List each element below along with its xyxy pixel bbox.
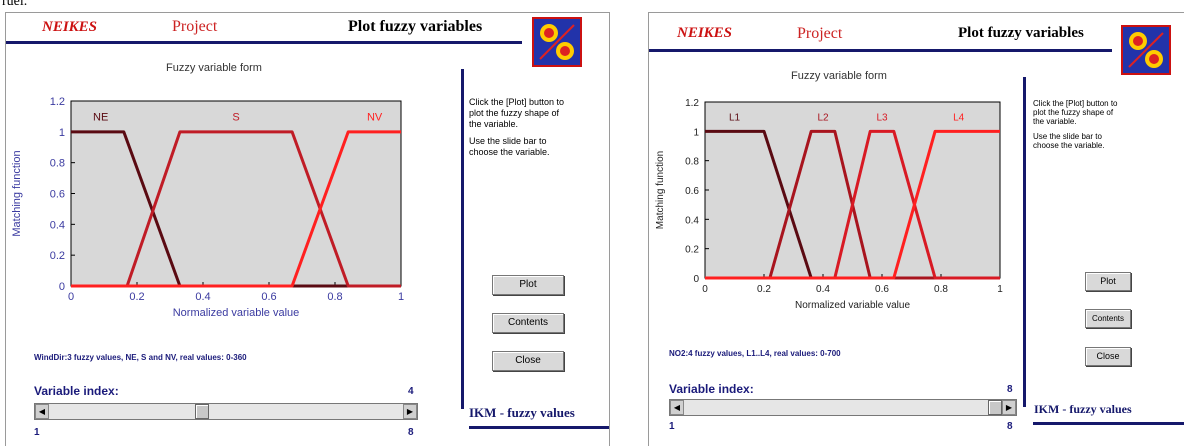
y-axis-label: Matching function <box>11 150 23 236</box>
series-label-nv: NV <box>367 111 383 123</box>
slider-thumb[interactable] <box>194 404 209 419</box>
y-axis-label: Matching function <box>655 151 666 229</box>
variable-slider[interactable]: ◀ ▶ <box>669 399 1017 416</box>
project-title: Project <box>797 25 843 42</box>
x-tick-label: 0 <box>68 291 74 303</box>
y-tick-label: 0.2 <box>685 245 699 256</box>
x-tick-label: 0.8 <box>934 284 948 295</box>
brand-title: NEIKES <box>42 19 98 35</box>
series-line-l4 <box>705 129 1000 280</box>
series-label-l4: L4 <box>953 113 965 124</box>
variable-index-value: 4 <box>408 386 414 397</box>
membership-chart: 0 0.2 0.4 0.6 0.8 1 1.2 0 0.2 0.4 0.6 0.8 1 L1 L2 L3 L4 N… <box>655 98 1003 311</box>
y-tick-label: 1 <box>59 127 65 139</box>
stray-text: ruel. <box>2 0 28 9</box>
window-title: Plot fuzzy variables <box>348 18 483 35</box>
variable-index-label: Variable index: <box>34 384 119 398</box>
brand-title: NEIKES <box>677 25 733 41</box>
x-tick-label: 1 <box>398 291 404 303</box>
slider-max-label: 8 <box>1007 421 1013 432</box>
help-text-plot: Click the [Plot] button to plot the fuzz… <box>469 97 565 129</box>
contents-button[interactable]: Contents <box>492 313 564 333</box>
y-tick-label: 0.8 <box>685 157 699 168</box>
arrow-right-icon[interactable]: ▶ <box>1002 400 1016 415</box>
header-rule <box>6 41 522 44</box>
y-tick-label: 1.2 <box>50 96 65 108</box>
series-label-ne: NE <box>93 111 108 123</box>
variable-index-label: Variable index: <box>669 382 754 396</box>
divider <box>1023 77 1026 407</box>
window-header: NEIKES Project Plot fuzzy variables <box>6 13 609 39</box>
x-tick-label: 1 <box>997 284 1003 295</box>
plot-title: Fuzzy variable form <box>166 62 262 74</box>
series-line-nv <box>71 130 401 288</box>
y-tick-label: 0.4 <box>50 219 65 231</box>
plot-window-right: NEIKES Project Plot fuzzy variables Fuzz… <box>648 12 1184 446</box>
window-header: NEIKES Project Plot fuzzy variables <box>649 13 1184 42</box>
close-button[interactable]: Close <box>492 351 564 371</box>
footer-rule <box>469 426 609 429</box>
y-tick-label: 0.6 <box>50 189 65 201</box>
series-label-l3: L3 <box>876 113 888 124</box>
arrow-right-icon[interactable]: ▶ <box>403 404 417 419</box>
y-tick-label: 0.4 <box>685 215 699 226</box>
slider-min-label: 1 <box>34 427 40 438</box>
x-tick-label: 0.2 <box>129 291 144 303</box>
help-text: Click the [Plot] button to plot the fuzz… <box>1033 99 1119 156</box>
y-tick-label: 0.8 <box>50 158 65 170</box>
plot-button[interactable]: Plot <box>1085 272 1131 291</box>
x-tick-label: 0.6 <box>261 291 276 303</box>
footer-title: IKM - fuzzy values <box>1034 402 1132 416</box>
y-tick-label: 0 <box>693 274 699 285</box>
y-tick-label: 1.2 <box>685 98 699 109</box>
x-tick-label: 0 <box>702 284 708 295</box>
divider <box>461 69 464 409</box>
variable-slider[interactable]: ◀ ▶ <box>34 403 418 420</box>
fuzzy-logo-icon <box>1121 25 1171 75</box>
footer-title: IKM - fuzzy values <box>469 405 575 420</box>
series-label-s: S <box>232 111 239 123</box>
close-button[interactable]: Close <box>1085 347 1131 366</box>
x-axis-label: Normalized variable value <box>173 307 300 319</box>
slider-min-label: 1 <box>669 421 675 432</box>
window-title: Plot fuzzy variables <box>958 25 1084 41</box>
y-tick-label: 0 <box>59 281 65 293</box>
header-rule <box>649 49 1112 52</box>
series-label-l1: L1 <box>729 113 741 124</box>
slider-thumb[interactable] <box>988 400 1002 415</box>
y-tick-label: 0.6 <box>685 186 699 197</box>
x-axis-label: Normalized variable value <box>795 300 910 311</box>
y-tick-label: 0.2 <box>50 250 65 262</box>
x-tick-label: 0.4 <box>195 291 210 303</box>
help-text: Click the [Plot] button to plot the fuzz… <box>469 97 569 164</box>
project-title: Project <box>172 18 218 35</box>
x-tick-label: 0.2 <box>757 284 771 295</box>
x-tick-label: 0.8 <box>327 291 342 303</box>
help-text-slider: Use the slide bar to choose the variable… <box>469 136 550 157</box>
help-text-plot: Click the [Plot] button to plot the fuzz… <box>1033 99 1118 126</box>
plot-window-left: NEIKES Project Plot fuzzy variables Fuzz… <box>5 12 610 446</box>
footer-rule <box>1033 422 1184 425</box>
membership-chart: 0 0.2 0.4 0.6 0.8 1 1.2 0 0.2 0.4 0.6 0.8 1 NE S NV Norm… <box>11 96 404 319</box>
series-label-l2: L2 <box>817 113 829 124</box>
contents-button[interactable]: Contents <box>1085 309 1131 328</box>
plot-title: Fuzzy variable form <box>791 70 887 82</box>
y-tick-label: 1 <box>693 127 699 138</box>
x-tick-label: 0.4 <box>816 284 830 295</box>
arrow-left-icon[interactable]: ◀ <box>35 404 49 419</box>
help-text-slider: Use the slide bar to choose the variable… <box>1033 132 1105 150</box>
variable-index-value: 8 <box>1007 384 1013 395</box>
variable-info: NO2:4 fuzzy values, L1..L4, real values:… <box>669 349 841 358</box>
plot-button[interactable]: Plot <box>492 275 564 295</box>
fuzzy-logo-icon <box>532 17 582 67</box>
plot-area <box>70 100 402 287</box>
plot-area <box>704 101 1001 279</box>
variable-info: WindDir:3 fuzzy values, NE, S and NV, re… <box>34 353 247 362</box>
arrow-left-icon[interactable]: ◀ <box>670 400 684 415</box>
slider-max-label: 8 <box>408 427 414 438</box>
x-tick-label: 0.6 <box>875 284 889 295</box>
